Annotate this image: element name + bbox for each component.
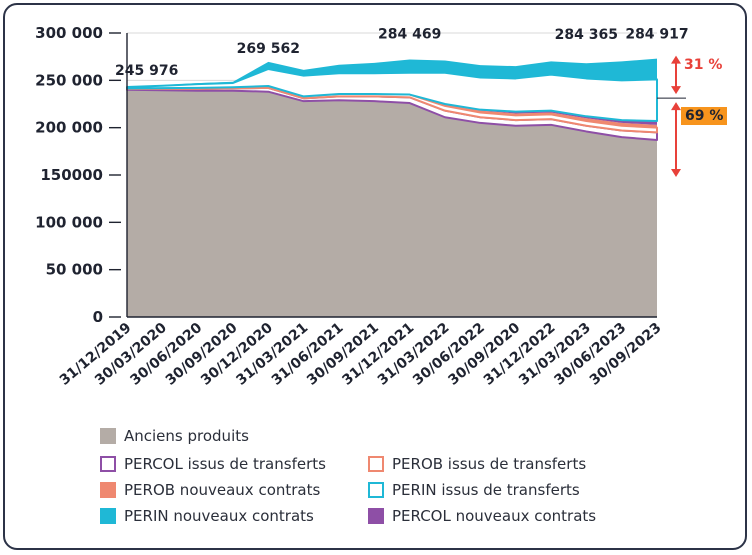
series-area-0 bbox=[127, 89, 657, 317]
series-area-6 bbox=[127, 58, 657, 87]
total-annotations: 245 976 269 562 284 469 284 365 284 917 bbox=[115, 26, 689, 79]
total-label: 245 976 bbox=[115, 63, 178, 79]
share-label-bottom: 69 % bbox=[681, 107, 728, 125]
y-tick-label: 150000 bbox=[40, 166, 103, 184]
legend-item-perin-transferts: PERIN issus de transferts bbox=[368, 480, 580, 500]
x-axis: 31/12/201930/03/202030/06/202030/09/2020… bbox=[57, 316, 665, 389]
legend-swatch bbox=[100, 508, 116, 524]
legend-label: PERIN nouveaux contrats bbox=[124, 507, 314, 525]
legend-swatch bbox=[368, 456, 384, 472]
legend-item-anciens-produits: Anciens produits bbox=[100, 426, 249, 446]
legend-label: PEROB issus de transferts bbox=[392, 455, 587, 473]
total-label: 284 469 bbox=[378, 27, 441, 43]
legend-item-perin-nouveaux: PERIN nouveaux contrats bbox=[100, 506, 314, 526]
share-arrow-bottom-head-up bbox=[671, 102, 681, 111]
share-arrow-bottom-head-down bbox=[671, 169, 681, 177]
y-tick-label: 50 000 bbox=[46, 261, 103, 279]
legend-swatch bbox=[100, 482, 116, 498]
legend-label: PERCOL issus de transferts bbox=[124, 455, 326, 473]
legend-item-percol-transferts: PERCOL issus de transferts bbox=[100, 454, 326, 474]
y-tick-label: 250 000 bbox=[35, 71, 103, 89]
legend-label: PERCOL nouveaux contrats bbox=[392, 507, 597, 525]
y-tick-label: 0 bbox=[93, 308, 103, 326]
legend-label: PERIN issus de transferts bbox=[392, 481, 580, 499]
y-tick-label: 300 000 bbox=[35, 24, 103, 42]
chart-frame bbox=[3, 3, 747, 550]
legend-swatch bbox=[100, 456, 116, 472]
total-label: 284 917 bbox=[625, 26, 688, 42]
share-arrow-top-head-up bbox=[671, 55, 681, 64]
legend-item-perob-nouveaux: PEROB nouveaux contrats bbox=[100, 480, 320, 500]
y-tick-label: 200 000 bbox=[35, 119, 103, 137]
legend-swatch bbox=[368, 508, 384, 524]
total-label: 284 365 bbox=[555, 27, 618, 43]
series-area-5 bbox=[126, 67, 658, 123]
y-tick-label: 100 000 bbox=[35, 213, 103, 231]
series-areas bbox=[126, 58, 658, 317]
share-label-top: 31 % bbox=[684, 57, 723, 73]
legend-swatch bbox=[368, 482, 384, 498]
stacked-area-chart: 0 50 000 100 000 150000 200 000 250 000 300 00… bbox=[35, 24, 689, 389]
share-arrow-top-head-down bbox=[671, 86, 681, 95]
legend-label: PEROB nouveaux contrats bbox=[124, 481, 321, 499]
legend-swatch bbox=[100, 428, 116, 444]
legend-label: Anciens produits bbox=[124, 427, 249, 445]
share-arrows bbox=[657, 55, 686, 177]
y-axis: 0 50 000 100 000 150000 200 000 250 000 300 00… bbox=[35, 24, 128, 326]
total-label: 269 562 bbox=[237, 41, 300, 57]
legend-item-percol-nouveaux: PERCOL nouveaux contrats bbox=[368, 506, 596, 526]
legend-item-perob-transferts: PEROB issus de transferts bbox=[368, 454, 586, 474]
